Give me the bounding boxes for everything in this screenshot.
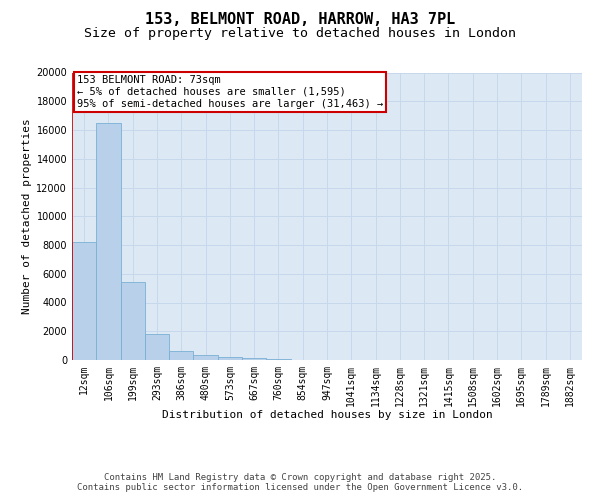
Y-axis label: Number of detached properties: Number of detached properties bbox=[22, 118, 32, 314]
Bar bbox=[266, 359, 290, 360]
Text: Size of property relative to detached houses in London: Size of property relative to detached ho… bbox=[84, 28, 516, 40]
Bar bbox=[145, 334, 169, 360]
Text: 153 BELMONT ROAD: 73sqm
← 5% of detached houses are smaller (1,595)
95% of semi-: 153 BELMONT ROAD: 73sqm ← 5% of detached… bbox=[77, 76, 383, 108]
Text: 153, BELMONT ROAD, HARROW, HA3 7PL: 153, BELMONT ROAD, HARROW, HA3 7PL bbox=[145, 12, 455, 28]
Bar bbox=[72, 242, 96, 360]
Text: Contains HM Land Registry data © Crown copyright and database right 2025.
Contai: Contains HM Land Registry data © Crown c… bbox=[77, 473, 523, 492]
Bar bbox=[242, 358, 266, 360]
Bar bbox=[96, 123, 121, 360]
Bar bbox=[169, 352, 193, 360]
Bar bbox=[218, 357, 242, 360]
Bar bbox=[121, 282, 145, 360]
Bar bbox=[193, 355, 218, 360]
X-axis label: Distribution of detached houses by size in London: Distribution of detached houses by size … bbox=[161, 410, 493, 420]
